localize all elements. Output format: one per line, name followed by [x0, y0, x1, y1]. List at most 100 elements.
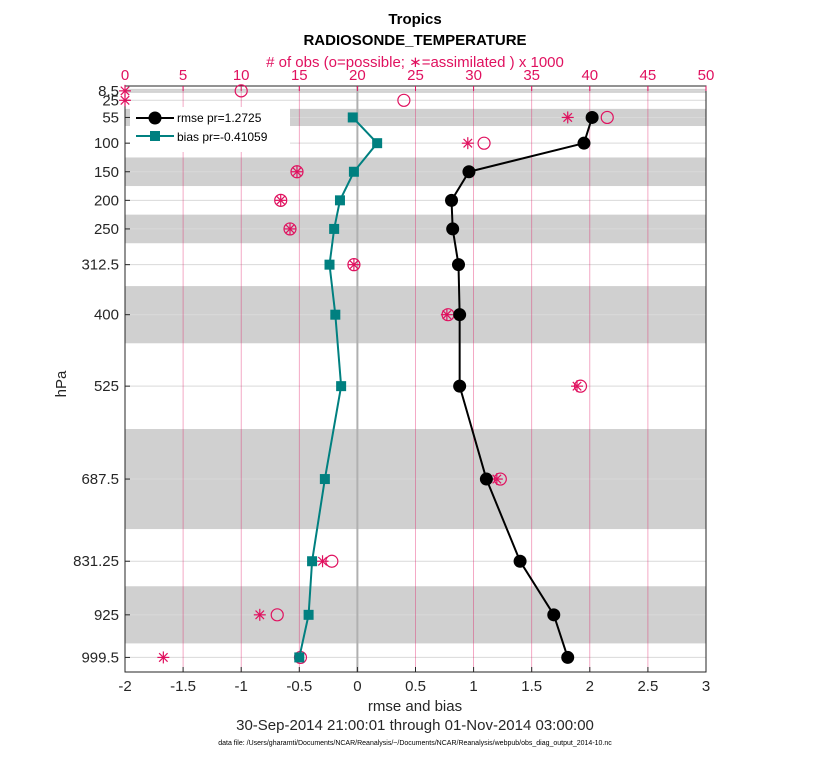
x-tick-label-2: -1: [235, 678, 248, 695]
obs-assimilated-marker-3: [461, 137, 474, 150]
obs-assimilated-stroke: [255, 610, 265, 620]
top-tick-label-3: 15: [291, 67, 308, 84]
bias-point-8: [319, 474, 330, 485]
y-tick-label-5: 200: [94, 192, 119, 209]
y-tick-label-0: 8.5: [98, 83, 119, 100]
obs-assimilated-stroke: [492, 474, 502, 484]
footer-filename: data file: /Users/gharamti/Documents/NCA…: [218, 740, 612, 747]
y-tick-label-4: 150: [94, 164, 119, 181]
obs-possible-marker-1: [397, 93, 411, 107]
y-tick-label-7: 312.5: [81, 257, 119, 274]
top-tick-label-9: 45: [640, 67, 657, 84]
y-axis-label: hPa: [53, 370, 70, 397]
x-tick-label-6: 1: [469, 678, 477, 695]
x-tick-label-7: 1.5: [521, 678, 542, 695]
x-tick-label-1: -1.5: [170, 678, 196, 695]
obs-assimilated-stroke: [292, 167, 302, 177]
obs-assimilated-marker-9: [571, 380, 584, 393]
top-tick-label-4: 20: [349, 67, 366, 84]
legend-rmse-marker: [148, 111, 162, 125]
obs-possible-marker-12: [270, 608, 284, 622]
x-tick-label-4: 0: [353, 678, 361, 695]
y-tick-label-2: 55: [102, 109, 119, 126]
bias-point-6: [330, 309, 341, 320]
bottom-axis-ticks: -2 -1.5 -1 -0.5 0 0.5 1 1.5 2 2.5 3: [118, 667, 710, 695]
obs-assimilated-marker-6: [284, 222, 297, 235]
chart-subtitle: RADIOSONDE_TEMPERATURE: [303, 32, 526, 49]
y-tick-label-3: 100: [94, 135, 119, 152]
series-lines: [294, 110, 599, 664]
rmse-point-8: [479, 472, 493, 486]
bias-point-1: [372, 138, 383, 149]
rmse-point-7: [453, 379, 467, 393]
rmse-point-0: [585, 110, 599, 124]
legend: rmse pr=1.2725 bias pr=-0.41059: [130, 107, 290, 152]
rmse-line: [450, 117, 594, 658]
top-tick-label-6: 30: [465, 67, 482, 84]
obs-assimilated-marker-1: [119, 94, 131, 107]
obs-assimilated-stroke: [120, 86, 130, 96]
rmse-point-2: [462, 165, 476, 179]
top-tick-label-10: 50: [698, 67, 715, 84]
bias-point-10: [303, 609, 314, 620]
obs-assimilated-marker-13: [157, 651, 170, 664]
legend-rmse-label: rmse pr=1.2725: [177, 111, 262, 125]
obs-assimilated-marker-5: [274, 194, 287, 207]
y-tick-label-6: 250: [94, 221, 119, 238]
rmse-point-6: [453, 308, 467, 322]
date-range: 30-Sep-2014 21:00:01 through 01-Nov-2014…: [236, 717, 594, 734]
obs-assimilated-stroke: [349, 259, 359, 270]
bias-point-3: [334, 195, 345, 206]
top-tick-label-2: 10: [233, 67, 250, 84]
y-tick-label-10: 687.5: [81, 471, 119, 488]
bias-point-11: [294, 652, 305, 663]
obs-assimilated-stroke: [276, 195, 286, 206]
obs-assimilated-stroke: [563, 112, 573, 123]
obs-assimilated-stroke: [463, 138, 473, 148]
top-axis-ticks: 0 5 10 15 20 25 30 35 40 45 50: [121, 67, 715, 91]
obs-possible-marker-2: [600, 110, 614, 125]
bias-point-9: [307, 556, 318, 567]
rmse-point-3: [445, 193, 459, 207]
obs-assimilated-stroke: [120, 95, 130, 105]
rmse-point-9: [513, 554, 527, 568]
obs-assimilated-marker-2: [561, 111, 574, 124]
legend-bias-label: bias pr=-0.41059: [177, 130, 268, 144]
obs-assimilated-stroke: [158, 652, 169, 663]
rmse-point-5: [451, 258, 465, 272]
y-tick-label-11: 831.25: [73, 553, 119, 570]
obs-assimilated-marker-8: [440, 308, 453, 321]
obs-assimilated-stroke: [317, 556, 328, 566]
obs-assimilated-marker-12: [253, 608, 266, 621]
bias-point-0: [347, 112, 358, 123]
bias-point-7: [336, 381, 347, 392]
obs-possible-marker-3: [477, 136, 491, 150]
obs-possible-marker-0: [234, 84, 248, 98]
top-tick-label-0: 0: [121, 67, 129, 84]
x-tick-label-9: 2.5: [637, 678, 658, 695]
y-tick-label-8: 400: [94, 307, 119, 324]
y-tick-label-1: 25: [102, 92, 119, 109]
y-tick-label-9: 525: [94, 378, 119, 395]
top-tick-label-1: 5: [179, 67, 187, 84]
y-tick-label-12: 925: [94, 607, 119, 624]
chart-title: Tropics: [388, 11, 441, 28]
bias-point-5: [324, 259, 335, 270]
legend-bias-marker: [150, 131, 160, 141]
x-tick-label-10: 3: [702, 678, 710, 695]
x-tick-label-8: 2: [586, 678, 594, 695]
obs-assimilated-marker-7: [347, 258, 360, 271]
x-tick-label-3: -0.5: [286, 678, 312, 695]
x-tick-label-5: 0.5: [405, 678, 426, 695]
rmse-point-10: [547, 608, 561, 622]
top-axis-label: # of obs (o=possible; ∗=assimilated ) x …: [266, 54, 564, 71]
bias-point-4: [329, 223, 340, 234]
top-tick-label-5: 25: [407, 67, 424, 84]
y-tick-label-13: 999.5: [81, 649, 119, 666]
x-tick-label-0: -2: [118, 678, 131, 695]
obs-assimilated-marker-4: [290, 165, 303, 178]
obs-assimilated-stroke: [442, 310, 452, 320]
obs-assimilated-marker-11: [316, 555, 329, 568]
